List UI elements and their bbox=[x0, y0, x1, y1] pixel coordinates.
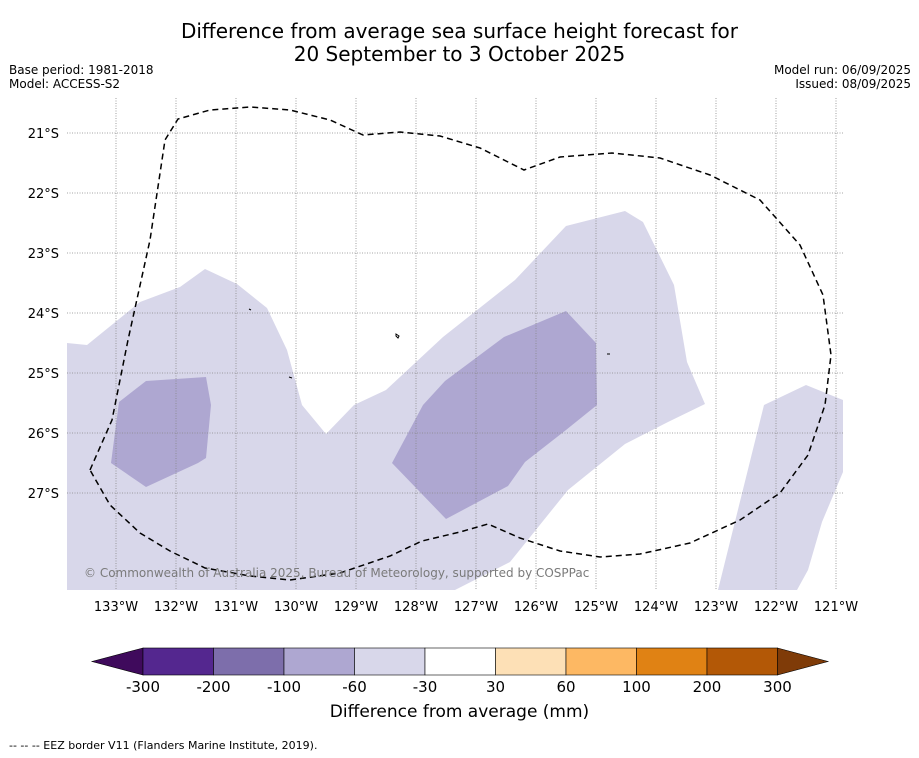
colorbar-tick-labels: -300 -200 -100 -60 -30 30 60 100 200 300 bbox=[126, 678, 792, 696]
longitude-label: 126°W bbox=[514, 600, 558, 615]
longitude-labels: 133°W 132°W 131°W 130°W 129°W 128°W 127°W 126°W… bbox=[94, 600, 858, 615]
anomaly-region-light-east bbox=[718, 385, 843, 590]
colorbar-swatch bbox=[283, 647, 355, 676]
colorbar-extension-low bbox=[90, 647, 144, 676]
island-outline bbox=[248, 308, 252, 311]
colorbar-tick-label: -30 bbox=[413, 678, 438, 696]
latitude-label: 24°S bbox=[28, 307, 59, 322]
anomaly-region-medium-west bbox=[111, 377, 211, 487]
colorbar-swatch bbox=[424, 647, 496, 676]
latitude-label: 23°S bbox=[28, 247, 59, 262]
longitude-label: 128°W bbox=[394, 600, 438, 615]
colorbar-swatch bbox=[142, 647, 214, 676]
latitude-labels: 21°S 22°S 23°S 24°S 25°S 26°S 27°S bbox=[28, 127, 59, 502]
colorbar-tick-label: -60 bbox=[342, 678, 367, 696]
colorbar-tick-label: -200 bbox=[196, 678, 230, 696]
longitude-label: 129°W bbox=[334, 600, 378, 615]
footer-note: -- -- -- EEZ border V11 (Flanders Marine… bbox=[9, 739, 318, 752]
map-area bbox=[67, 211, 843, 590]
colorbar-swatch bbox=[495, 647, 567, 676]
meta-left: Base period: 1981-2018 Model: ACCESS-S2 bbox=[9, 63, 154, 91]
map-title-line1: Difference from average sea surface heig… bbox=[180, 19, 739, 43]
colorbar-swatch bbox=[636, 647, 708, 676]
latitude-label: 26°S bbox=[28, 427, 59, 442]
issued-text: Issued: 08/09/2025 bbox=[795, 77, 911, 91]
colorbar-tick-label: 300 bbox=[763, 678, 792, 696]
longitude-label: 132°W bbox=[154, 600, 198, 615]
copyright-text: © Commonwealth of Australia 2025, Bureau… bbox=[84, 566, 589, 580]
graticule bbox=[67, 98, 843, 590]
colorbar-tick-label: -300 bbox=[126, 678, 160, 696]
island-outline bbox=[395, 333, 400, 339]
longitude-label: 130°W bbox=[274, 600, 318, 615]
longitude-label: 124°W bbox=[634, 600, 678, 615]
longitude-label: 121°W bbox=[814, 600, 858, 615]
meta-right: Model run: 06/09/2025 Issued: 08/09/2025 bbox=[774, 63, 911, 91]
colorbar-tick-label: -100 bbox=[267, 678, 301, 696]
colorbar bbox=[90, 647, 830, 676]
eez-border bbox=[89, 106, 832, 581]
anomaly-region-light-west bbox=[67, 211, 705, 590]
island-outline bbox=[288, 376, 293, 379]
longitude-label: 127°W bbox=[454, 600, 498, 615]
colorbar-swatch bbox=[565, 647, 637, 676]
latitude-label: 27°S bbox=[28, 487, 59, 502]
latitude-label: 22°S bbox=[28, 187, 59, 202]
colorbar-tick-label: 30 bbox=[486, 678, 505, 696]
longitude-label: 122°W bbox=[754, 600, 798, 615]
anomaly-region-medium-central bbox=[392, 311, 597, 519]
colorbar-swatch bbox=[213, 647, 285, 676]
map-title-line2: 20 September to 3 October 2025 bbox=[293, 42, 626, 66]
longitude-label: 133°W bbox=[94, 600, 138, 615]
base-period-text: Base period: 1981-2018 bbox=[9, 63, 154, 77]
colorbar-tick-label: 100 bbox=[622, 678, 651, 696]
longitude-label: 131°W bbox=[214, 600, 258, 615]
islands bbox=[248, 308, 610, 379]
longitude-label: 125°W bbox=[574, 600, 618, 615]
colorbar-extension-high bbox=[777, 647, 830, 676]
colorbar-swatch bbox=[706, 647, 778, 676]
longitude-label: 123°W bbox=[694, 600, 738, 615]
colorbar-swatch bbox=[354, 647, 426, 676]
latitude-label: 25°S bbox=[28, 367, 59, 382]
model-text: Model: ACCESS-S2 bbox=[9, 77, 121, 91]
colorbar-tick-label: 200 bbox=[693, 678, 722, 696]
colorbar-label: Difference from average (mm) bbox=[329, 702, 590, 722]
model-run-text: Model run: 06/09/2025 bbox=[773, 63, 911, 77]
colorbar-tick-label: 60 bbox=[556, 678, 575, 696]
latitude-label: 21°S bbox=[28, 127, 59, 142]
